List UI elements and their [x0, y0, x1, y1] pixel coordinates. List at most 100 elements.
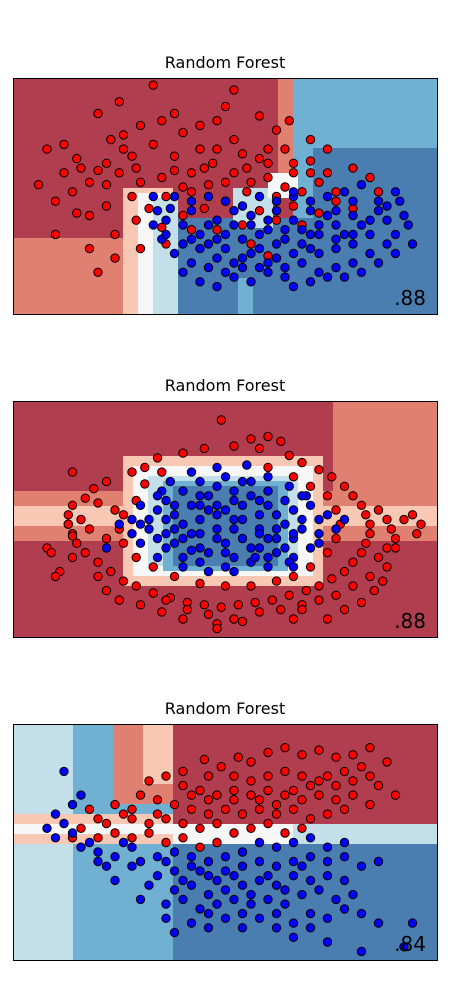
data-point-red: [229, 168, 239, 178]
data-point-blue: [127, 529, 137, 539]
data-point-blue: [237, 201, 248, 211]
data-point-blue: [356, 220, 367, 230]
data-point-blue: [212, 481, 222, 492]
data-point-red: [148, 588, 159, 598]
data-point-blue: [288, 187, 299, 197]
data-point-red: [263, 172, 273, 183]
data-point-blue: [263, 267, 273, 278]
data-point-red: [339, 804, 350, 815]
data-point-blue: [246, 476, 256, 487]
data-point-red: [169, 108, 180, 119]
data-point-red: [131, 552, 141, 563]
data-point-red: [178, 448, 188, 458]
data-point-red: [178, 780, 188, 791]
data-point-red: [280, 144, 290, 154]
data-point-red: [305, 168, 316, 178]
data-point-blue: [373, 856, 384, 867]
data-point-blue: [203, 856, 214, 867]
data-point-red: [144, 203, 154, 214]
data-point-blue: [203, 871, 214, 881]
data-point-blue: [50, 833, 61, 843]
data-point-red: [276, 604, 286, 615]
data-point-red: [382, 562, 392, 572]
data-point-blue: [373, 206, 384, 216]
data-point-red: [161, 595, 171, 605]
data-point-blue: [339, 229, 350, 240]
data-point-blue: [314, 220, 324, 230]
data-point-red: [271, 125, 282, 135]
data-point-red: [148, 139, 159, 150]
data-point-red: [212, 818, 222, 829]
data-point-red: [199, 203, 210, 214]
data-point-red: [199, 754, 210, 765]
data-point-red: [327, 472, 337, 482]
data-point-red: [305, 481, 316, 492]
data-point-blue: [382, 215, 392, 225]
data-point-blue: [212, 281, 222, 292]
data-point-red: [144, 828, 154, 838]
data-point-blue: [271, 206, 282, 216]
data-point-red: [203, 795, 214, 805]
data-point-red: [271, 215, 282, 225]
data-point-blue: [220, 913, 231, 924]
data-point-blue: [237, 514, 248, 525]
data-point-blue: [220, 505, 231, 515]
data-point-blue: [254, 229, 265, 240]
data-point-red: [365, 799, 375, 810]
data-point-red: [195, 144, 205, 154]
data-point-blue: [395, 196, 405, 206]
data-point-blue: [161, 856, 171, 867]
data-point-blue: [365, 248, 375, 259]
data-point-blue: [403, 220, 413, 230]
data-point-red: [186, 790, 197, 800]
data-point-blue: [212, 524, 222, 534]
data-point-red: [356, 597, 367, 608]
data-point-red: [152, 453, 163, 463]
data-point-red: [331, 590, 341, 601]
data-point-blue: [152, 505, 163, 515]
data-point-red: [144, 776, 154, 786]
data-point-red: [161, 771, 171, 781]
data-point-red: [254, 795, 265, 805]
data-point-red: [297, 795, 307, 805]
data-point-red: [110, 253, 120, 263]
data-point-blue: [169, 524, 180, 534]
data-point-blue: [348, 239, 358, 249]
data-point-blue: [263, 894, 273, 905]
data-point-blue: [195, 491, 205, 501]
data-point-blue: [76, 842, 86, 852]
data-point-red: [365, 743, 375, 753]
data-point-red: [72, 538, 82, 548]
data-point-red: [254, 153, 265, 164]
data-point-blue: [314, 885, 324, 895]
data-point-blue: [229, 552, 239, 563]
data-point-red: [157, 172, 167, 183]
data-point-red: [80, 548, 91, 558]
data-point-red: [339, 604, 350, 615]
data-point-blue: [246, 543, 256, 553]
data-point-red: [348, 163, 358, 173]
data-point-blue: [305, 875, 316, 886]
data-point-red: [263, 158, 273, 169]
data-point-red: [356, 548, 367, 558]
data-point-blue: [305, 852, 316, 862]
data-point-red: [246, 776, 256, 786]
data-point-red: [93, 571, 103, 582]
data-point-blue: [59, 818, 69, 829]
data-point-red: [280, 790, 290, 800]
data-point-blue: [399, 942, 409, 952]
data-point-blue: [186, 500, 197, 511]
data-point-blue: [237, 253, 248, 263]
data-point-red: [242, 187, 252, 197]
data-point-red: [131, 581, 141, 591]
data-point-red: [127, 151, 137, 161]
data-point-blue: [212, 899, 222, 909]
data-point-red: [297, 604, 307, 615]
data-point-red: [373, 780, 384, 791]
data-point-red: [280, 828, 290, 838]
data-point-blue: [348, 210, 358, 221]
data-point-red: [157, 116, 167, 126]
data-point-red: [220, 804, 231, 815]
score-label: .88: [394, 609, 426, 633]
data-point-red: [314, 790, 324, 800]
